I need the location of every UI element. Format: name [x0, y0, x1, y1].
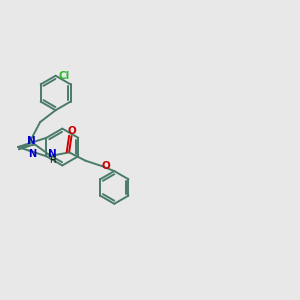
Text: N: N: [28, 148, 36, 158]
Text: N: N: [47, 149, 56, 159]
Text: Cl: Cl: [58, 71, 70, 81]
Text: O: O: [102, 161, 110, 171]
Text: H: H: [49, 156, 55, 165]
Text: N: N: [27, 136, 36, 146]
Text: O: O: [68, 126, 76, 136]
